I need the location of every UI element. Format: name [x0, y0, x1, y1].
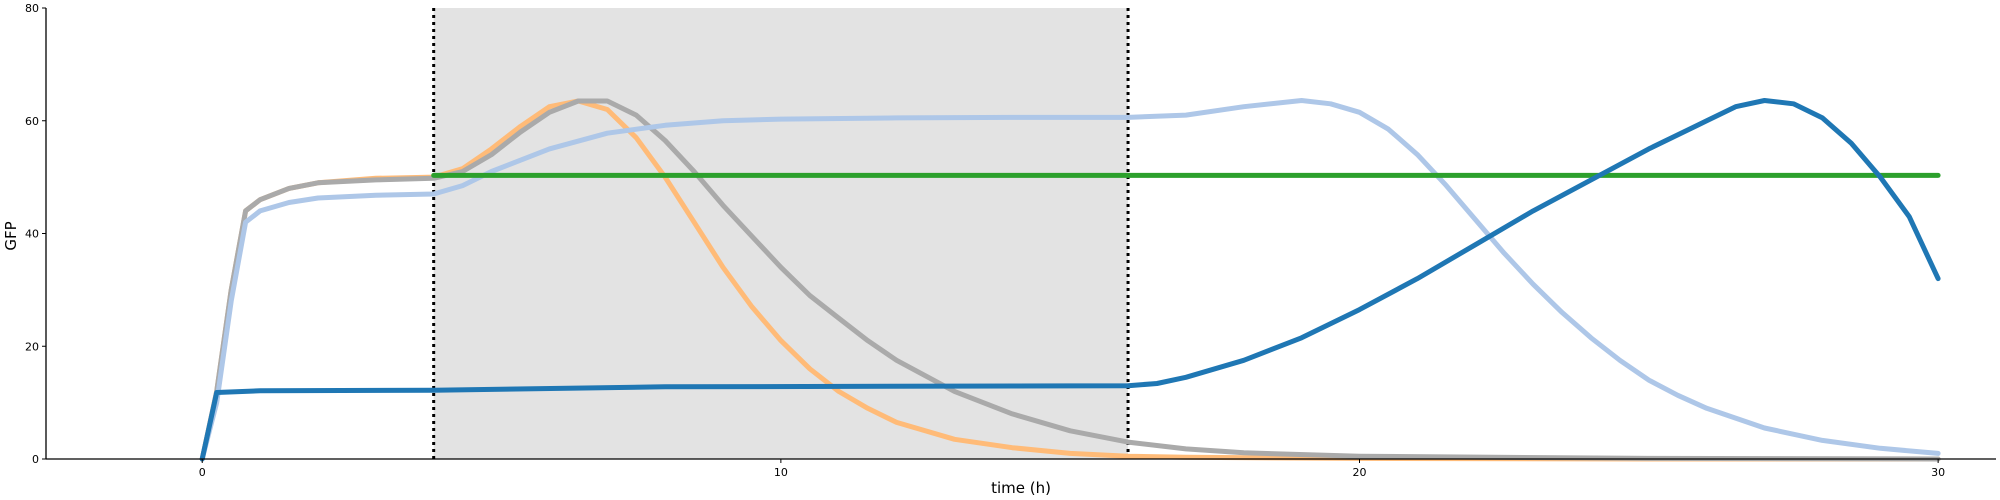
x-tick-label: 0 [199, 466, 206, 479]
series-line-4 [199, 98, 1941, 462]
series-layer [199, 98, 1941, 462]
y-tick-label: 20 [25, 340, 39, 353]
series-line-1 [199, 98, 1941, 462]
x-tick-label: 10 [774, 466, 788, 479]
shaded-region-layer [433, 8, 1129, 459]
y-tick-label: 60 [25, 115, 39, 128]
y-tick-label: 80 [25, 2, 39, 15]
shaded-region [433, 8, 1129, 459]
x-axis-title: time (h) [991, 479, 1051, 497]
y-tick-label: 0 [32, 453, 39, 466]
tick-layer: 0 10 20 30 0 20 40 60 80 [25, 2, 1945, 479]
x-tick-label: 20 [1353, 466, 1367, 479]
y-axis-title: GFP [2, 221, 20, 250]
x-tick-label: 30 [1931, 466, 1945, 479]
series-line-2 [199, 98, 1941, 462]
marker-line-layer [432, 8, 1130, 459]
y-tick-label: 40 [25, 228, 39, 241]
